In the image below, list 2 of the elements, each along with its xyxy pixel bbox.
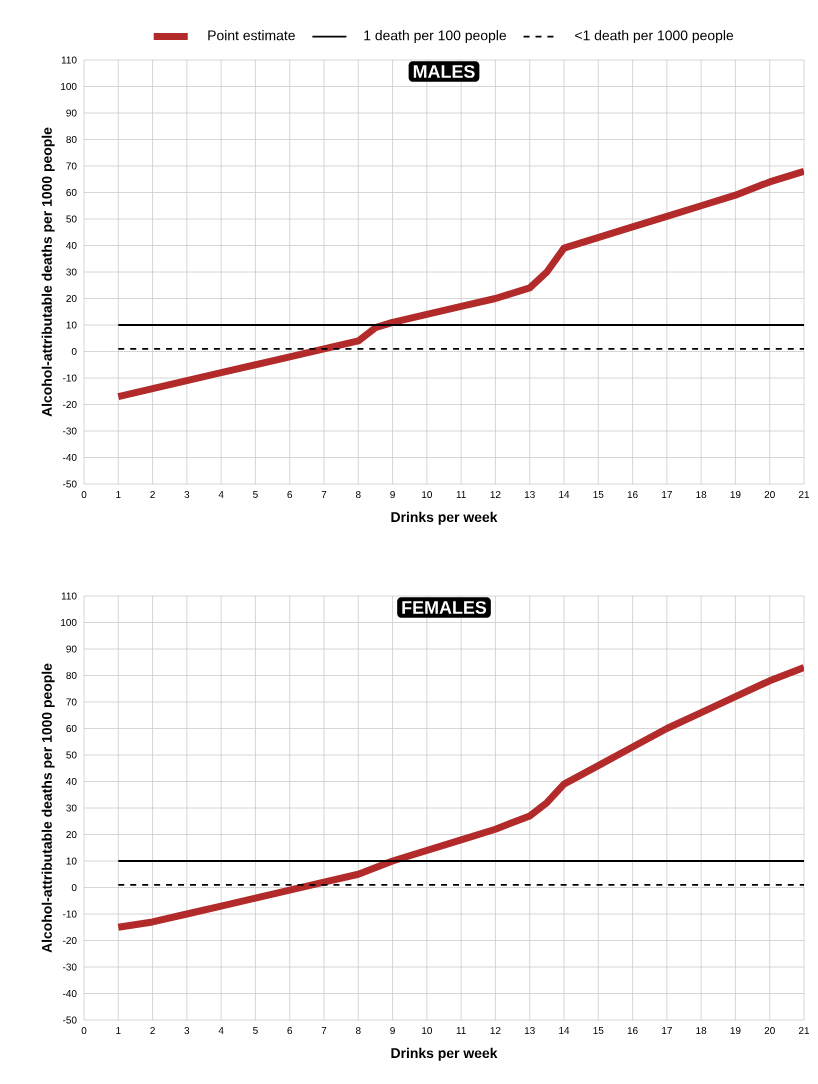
chart-title: FEMALES (402, 601, 487, 614)
chart-title: MALES (413, 65, 475, 78)
